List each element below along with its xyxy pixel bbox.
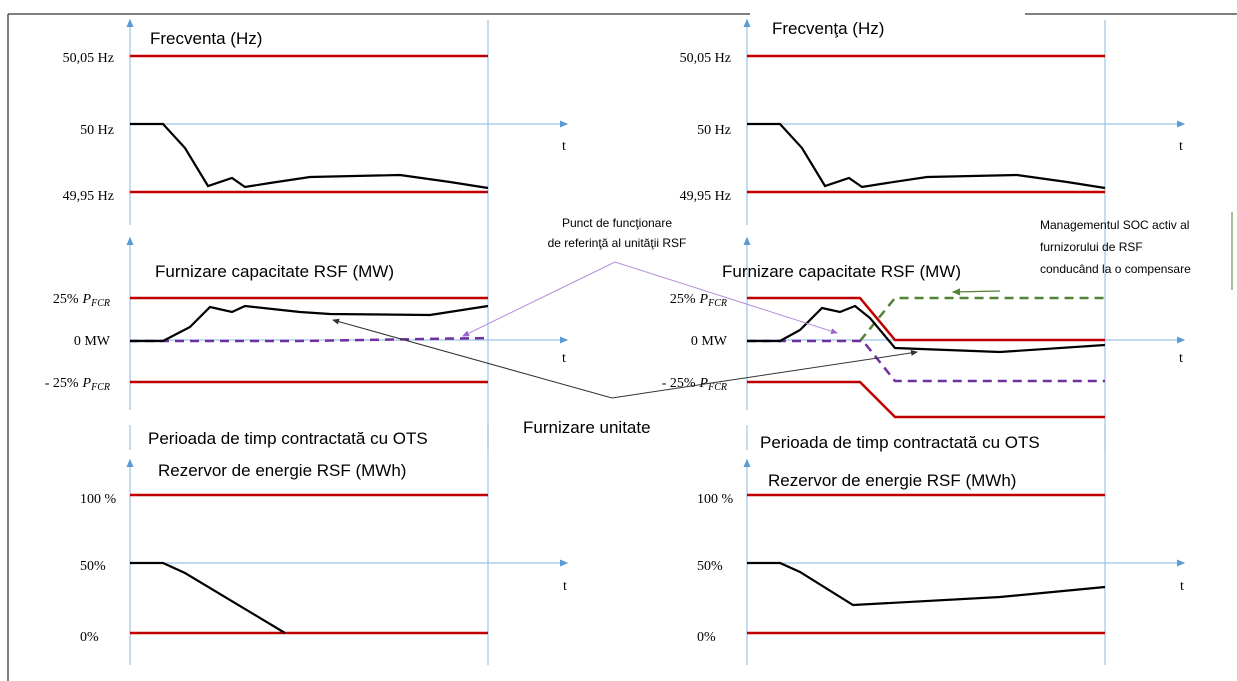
label-subscript: FCR <box>90 382 110 393</box>
arrow <box>462 261 616 337</box>
panel-title: Frecvenţa (Hz) <box>772 19 884 38</box>
annotation: Furnizare unitate <box>523 418 651 437</box>
y-label: 49,95 Hz <box>63 189 114 204</box>
y-label: 25% PFCR <box>53 292 110 309</box>
energy-curve <box>747 561 1106 607</box>
label-symbol: P <box>82 376 92 391</box>
axis-label: t <box>562 351 566 366</box>
panel-title: Rezervor de energie RSF (MWh) <box>158 461 406 480</box>
panel-title: Furnizare capacitate RSF (MW) <box>155 262 394 281</box>
arrow <box>611 349 918 399</box>
y-label: 50% <box>697 559 723 574</box>
reference-line <box>747 339 1105 383</box>
panel-title: Frecventa (Hz) <box>150 29 262 48</box>
arrow <box>951 288 1001 296</box>
axis-label: t <box>1180 579 1184 594</box>
period-label: Perioada de timp contractată cu OTS <box>148 429 428 448</box>
y-label: 0% <box>80 630 99 645</box>
y-label: 100 % <box>80 492 117 507</box>
arrow <box>332 318 613 399</box>
y-label: - 25% PFCR <box>45 376 110 393</box>
limit <box>747 380 1105 419</box>
arrow <box>614 261 838 335</box>
axis-label: t <box>562 139 566 154</box>
frequency-curve <box>747 122 1106 190</box>
label-prefix: - 25% <box>662 376 696 391</box>
axis-label: t <box>1179 139 1183 154</box>
label-prefix: 25% <box>53 292 79 307</box>
annotation: Punct de funcţionare <box>562 216 672 230</box>
label-symbol: P <box>699 376 709 391</box>
capacity-curve <box>747 304 1106 354</box>
y-label: 50 Hz <box>697 123 731 138</box>
y-label: 49,95 Hz <box>680 189 731 204</box>
y-label: 0% <box>697 630 716 645</box>
reference-line <box>130 336 489 343</box>
y-label: 50 Hz <box>80 123 114 138</box>
label-symbol: P <box>82 292 92 307</box>
annotation: Managementul SOC activ al <box>1040 218 1189 232</box>
axis-label: t <box>1179 351 1183 366</box>
y-label: - 25% PFCR <box>662 376 727 393</box>
y-label: 0 MW <box>691 334 728 349</box>
label-symbol: P <box>699 292 709 307</box>
y-label: 50,05 Hz <box>680 51 731 66</box>
limit <box>747 296 1105 342</box>
label-subscript: FCR <box>707 382 727 393</box>
y-label: 50% <box>80 559 106 574</box>
axis-label: t <box>563 579 567 594</box>
y-label: 100 % <box>697 492 734 507</box>
energy-curve <box>130 561 286 634</box>
annotation: conducând la o compensare <box>1040 262 1191 276</box>
period-label: Perioada de timp contractată cu OTS <box>760 433 1040 452</box>
annotation: furnizorului de RSF <box>1040 240 1143 254</box>
label-prefix: 25% <box>670 292 696 307</box>
annotation: de referinţă al unităţii RSF <box>548 236 687 250</box>
label-prefix: - 25% <box>45 376 79 391</box>
y-label: 25% PFCR <box>670 292 727 309</box>
label-prefix: 0 MW <box>74 334 111 349</box>
compensation-line <box>859 296 1105 342</box>
panel-title: Rezervor de energie RSF (MWh) <box>768 471 1016 490</box>
label-subscript: FCR <box>90 298 110 309</box>
y-label: 0 MW <box>74 334 111 349</box>
label-prefix: 0 MW <box>691 334 728 349</box>
label-subscript: FCR <box>707 298 727 309</box>
panel-title: Furnizare capacitate RSF (MW) <box>722 262 961 281</box>
frequency-curve <box>130 122 489 190</box>
capacity-curve <box>130 304 489 343</box>
y-label: 50,05 Hz <box>63 51 114 66</box>
